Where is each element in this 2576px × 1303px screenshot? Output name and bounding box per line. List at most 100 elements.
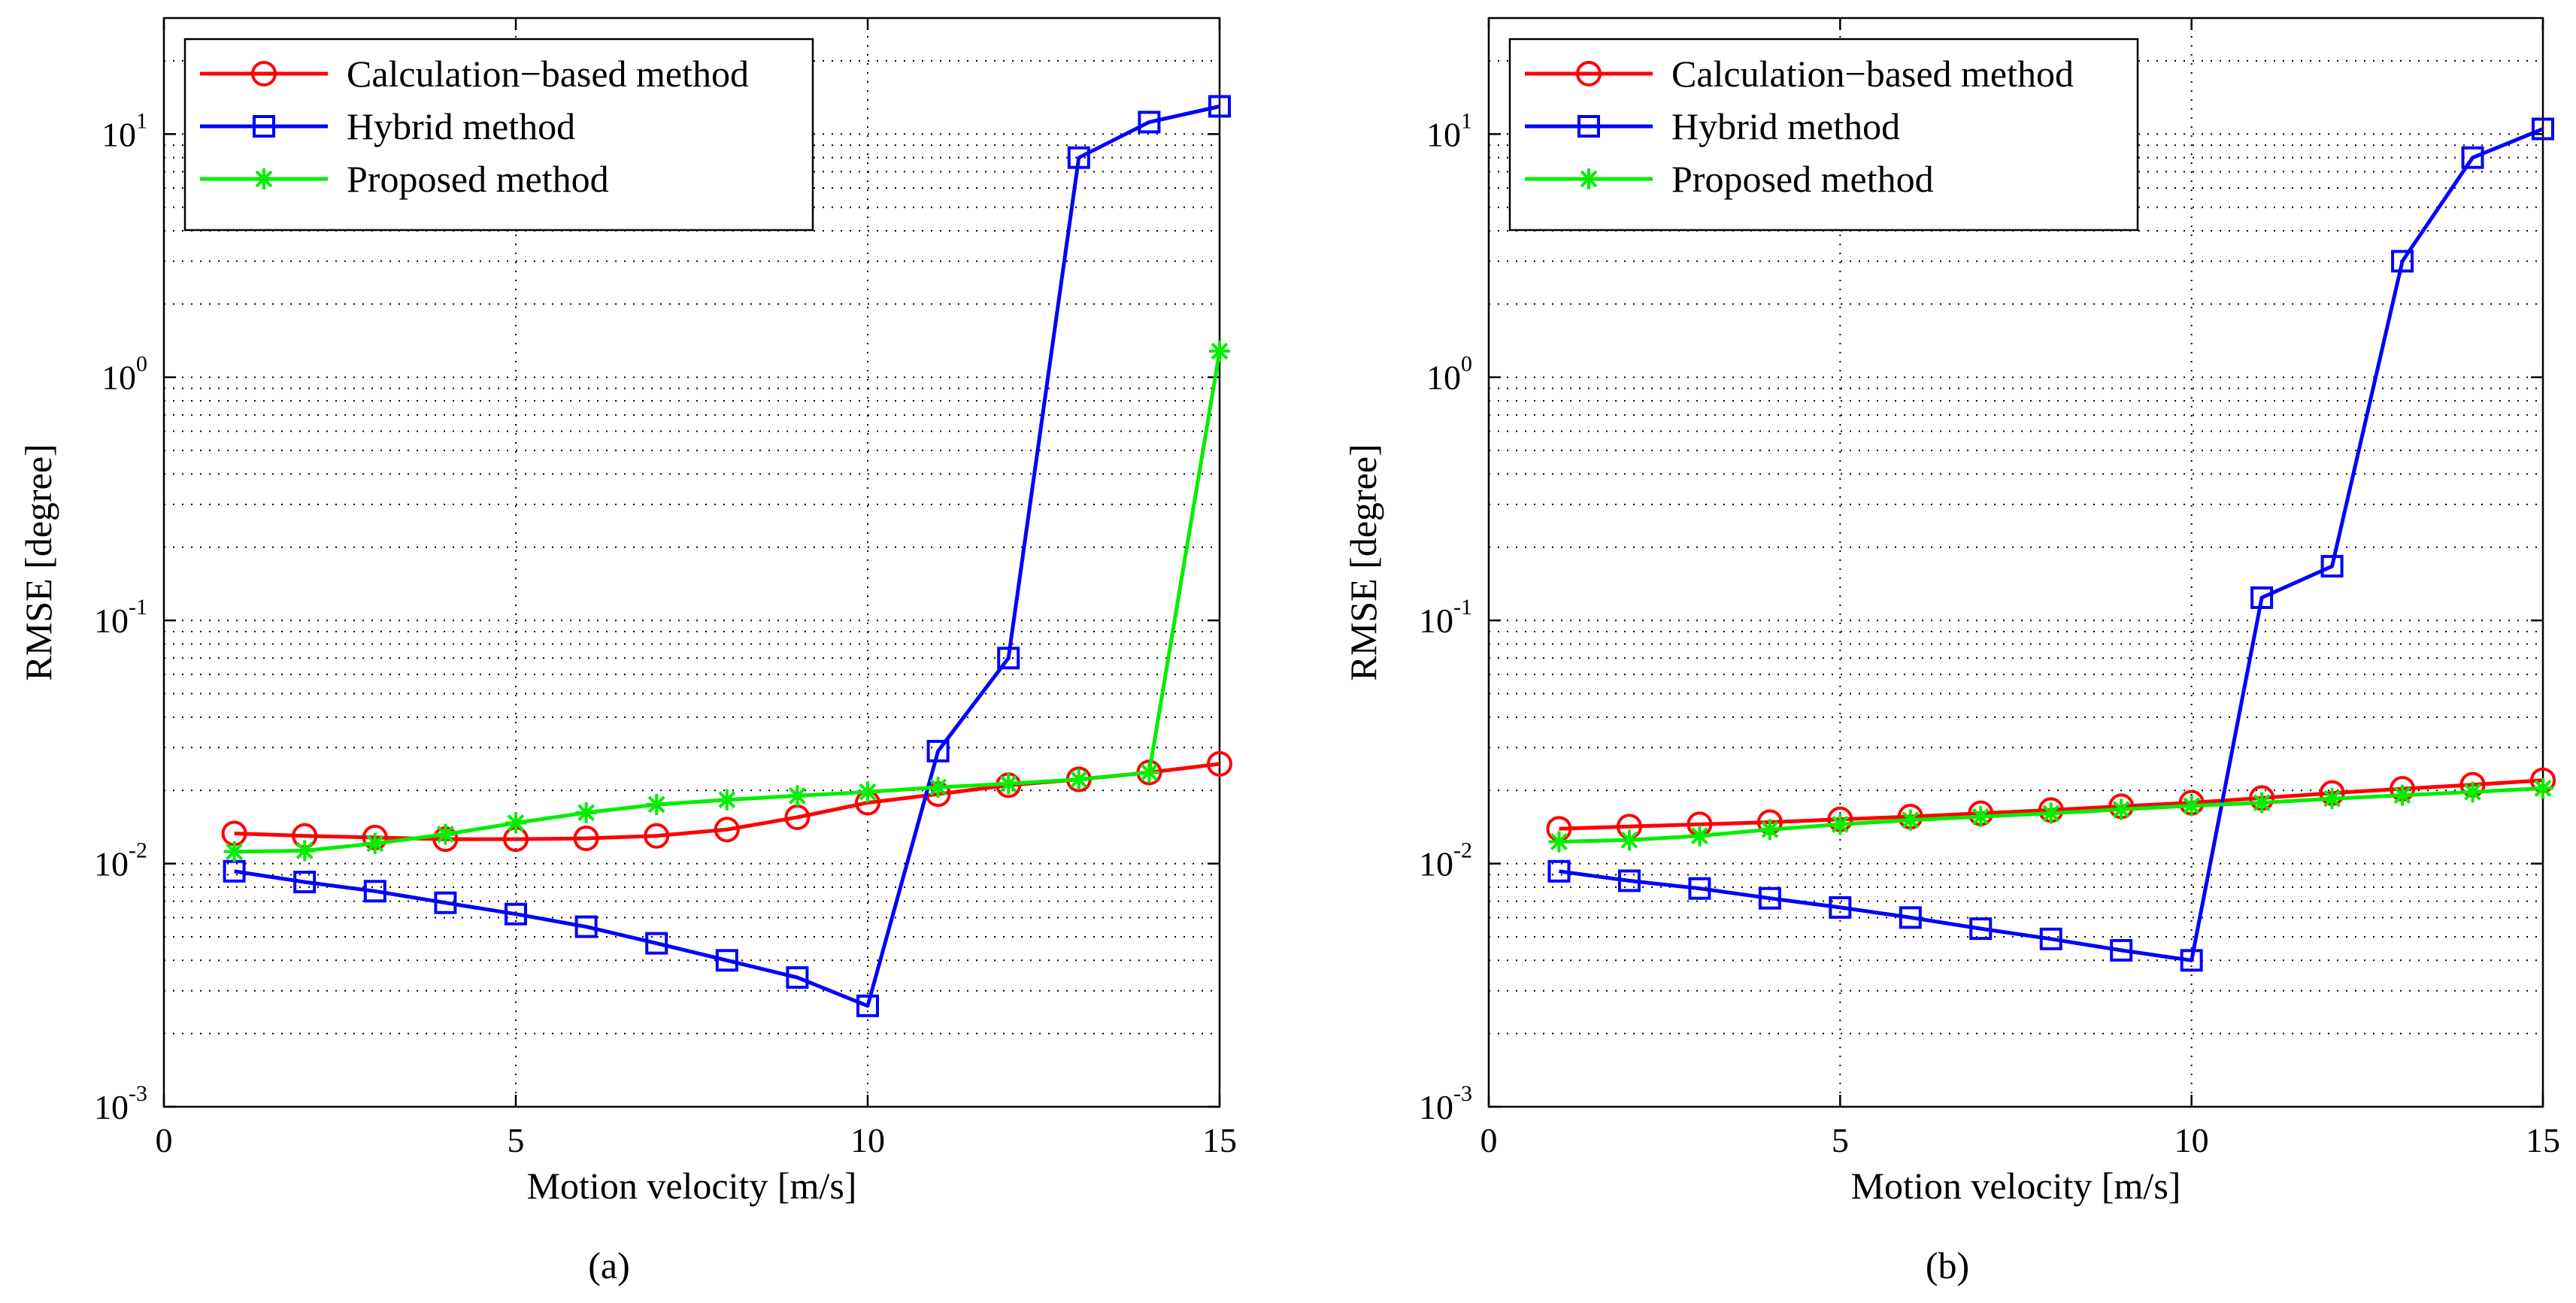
data-point [2251, 792, 2273, 814]
y-tick-label: 101 [102, 108, 147, 153]
x-axis-title: Motion velocity [m/s] [527, 1165, 857, 1207]
data-point [1547, 859, 1571, 883]
legend-box [1508, 38, 2139, 232]
figure-caption: (b) [1926, 1244, 1969, 1286]
data-point [223, 841, 245, 862]
data-point [1969, 917, 1993, 941]
data-point [1617, 869, 1641, 892]
data-point [2111, 798, 2132, 820]
legend-entry: Hybrid method [200, 105, 575, 147]
data-point [363, 880, 386, 903]
data-point [2181, 795, 2202, 817]
data-point [1829, 895, 1852, 919]
series-3 [223, 341, 1230, 862]
data-point [435, 823, 456, 845]
x-tick-label: 0 [156, 1121, 173, 1159]
y-tick-label: 10-2 [94, 838, 147, 883]
data-point [574, 915, 598, 938]
data-point [434, 891, 457, 914]
data-point [2392, 784, 2414, 806]
series-3 [1548, 777, 2553, 853]
legend-marker [1578, 168, 1599, 189]
y-tick-label: 10-3 [94, 1081, 147, 1126]
data-point [1207, 750, 1232, 777]
data-point [1759, 819, 1780, 841]
data-point [573, 826, 599, 852]
data-point [716, 789, 738, 811]
data-point [645, 932, 668, 955]
axes-box [1487, 17, 2544, 1108]
y-tick-label: 10-2 [1419, 838, 1472, 883]
legend-marker [253, 115, 275, 138]
y-tick-label: 10-1 [1419, 595, 1472, 640]
data-point [1618, 829, 1640, 851]
data-point [293, 871, 317, 894]
y-tick-label: 101 [1426, 108, 1472, 153]
data-point [1068, 768, 1089, 790]
legend-label: Hybrid method [1671, 105, 1900, 147]
data-point [2532, 777, 2553, 799]
legend-entry: Hybrid method [1525, 105, 1900, 147]
x-tick-label: 0 [1480, 1121, 1498, 1159]
legend: Calculation−based method Hybrid method Pro… [1508, 38, 2139, 232]
series-2 [1547, 117, 2554, 972]
y-axis-title: RMSE [degree] [1342, 444, 1384, 680]
series-2 [223, 95, 1231, 1017]
data-point [1829, 814, 1851, 835]
data-point [856, 994, 879, 1017]
x-axis-title: Motion velocity [m/s] [1851, 1165, 2181, 1207]
data-point [505, 902, 527, 926]
data-point [1208, 95, 1231, 118]
x-tick-label: 5 [508, 1121, 525, 1159]
legend-entry: Calculation−based method [200, 53, 749, 95]
legend-marker [1577, 115, 1600, 138]
x-tick-label: 10 [2174, 1121, 2209, 1159]
data-point [2250, 586, 2274, 609]
data-point [786, 785, 808, 807]
data-point [926, 740, 950, 763]
data-point [644, 823, 670, 849]
legend-marker [1576, 61, 1602, 86]
x-tick-label: 15 [1202, 1121, 1237, 1159]
data-point [714, 817, 740, 843]
legend-entry: Proposed method [1525, 158, 1934, 200]
legend: Calculation−based method Hybrid method Pro… [183, 38, 814, 232]
data-point [857, 781, 878, 803]
legend-label: Calculation−based method [347, 53, 749, 95]
x-tick-label: 10 [850, 1121, 885, 1159]
legend-marker [251, 61, 277, 86]
data-point [646, 793, 668, 815]
chart-panel-2: 0 5 10 15 10-3 10-2 10-1 100 101 Motion velocity … [1342, 17, 2560, 1286]
legend-label: Proposed method [347, 158, 609, 200]
series-line [1559, 127, 2544, 962]
data-point [2039, 927, 2062, 950]
figure-caption: (a) [588, 1244, 630, 1286]
chart-panel-1: 0 5 10 15 10-3 10-2 10-1 100 101 Motion velocity … [17, 17, 1237, 1286]
data-point [2391, 250, 2414, 273]
data-point [998, 773, 1020, 795]
data-point [2320, 555, 2344, 578]
y-tick-label: 10-1 [94, 595, 147, 640]
x-tick-label: 15 [2526, 1121, 2560, 1159]
y-tick-label: 10-3 [1419, 1081, 1472, 1126]
y-axis-title: RMSE [degree] [17, 444, 59, 680]
data-point [997, 647, 1020, 670]
data-point [2180, 949, 2203, 972]
legend-entry: Proposed method [200, 158, 609, 200]
data-point [2532, 117, 2554, 141]
data-point [2040, 802, 2062, 824]
data-point [1688, 877, 1711, 900]
data-point [2321, 788, 2343, 810]
data-point [2462, 781, 2484, 803]
x-tick-label: 5 [1832, 1121, 1849, 1159]
data-point [364, 832, 386, 854]
data-point [294, 840, 316, 862]
data-point [786, 966, 809, 989]
legend-label: Hybrid method [347, 105, 575, 147]
data-point [1899, 906, 1922, 929]
legend-marker [253, 168, 274, 189]
data-point [1138, 762, 1160, 783]
data-point [505, 812, 526, 834]
legend-label: Calculation−based method [1671, 53, 2074, 95]
